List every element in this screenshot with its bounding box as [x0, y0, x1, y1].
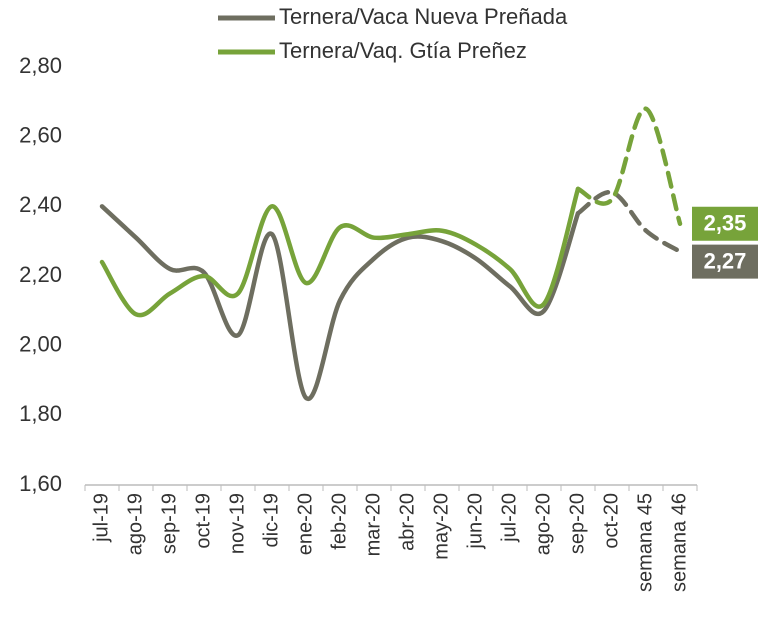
- value-label: 2,27: [704, 248, 747, 273]
- y-tick-label: 2,60: [19, 122, 62, 147]
- x-tick-label: nov-19: [226, 493, 248, 554]
- y-tick-label: 1,80: [19, 401, 62, 426]
- y-tick-label: 2,00: [19, 331, 62, 356]
- x-tick-label: oct-20: [600, 493, 622, 549]
- x-tick-label: semana 45: [634, 493, 656, 592]
- x-tick-label: dic-19: [260, 493, 282, 547]
- x-tick-label: sep-19: [158, 493, 180, 554]
- x-tick-label: jun-20: [464, 493, 486, 550]
- line: [99, 204, 581, 402]
- x-tick-label: ene-20: [294, 493, 316, 555]
- x-tick-label: jul-19: [90, 493, 112, 543]
- value-label-box: [692, 206, 758, 241]
- y-tick-label: 1,60: [19, 471, 62, 496]
- x-tick-label: feb-20: [328, 493, 350, 550]
- x-tick-label: ago-20: [532, 493, 554, 555]
- legend-label: Ternera/Vaq. Gtía Preñez: [279, 38, 527, 63]
- line-dashed: [575, 190, 683, 254]
- y-tick-label: 2,40: [19, 192, 62, 217]
- legend-label: Ternera/Vaca Nueva Preñada: [279, 4, 568, 29]
- x-tick-label: abr-20: [396, 493, 418, 551]
- x-tick-label: jul-20: [498, 493, 520, 543]
- line-dashed: [575, 106, 683, 226]
- x-tick-label: oct-19: [192, 493, 214, 549]
- y-tick-label: 2,20: [19, 262, 62, 287]
- value-label: 2,35: [704, 211, 747, 236]
- x-tick-label: ago-19: [124, 493, 146, 555]
- y-tick-label: 2,80: [19, 53, 62, 78]
- x-tick-label: sep-20: [566, 493, 588, 554]
- line: [99, 186, 581, 318]
- x-tick-label: may-20: [430, 493, 452, 560]
- x-tick-label: mar-20: [362, 493, 384, 556]
- x-tick-label: semana 46: [668, 493, 690, 592]
- value-label-box: [692, 244, 758, 279]
